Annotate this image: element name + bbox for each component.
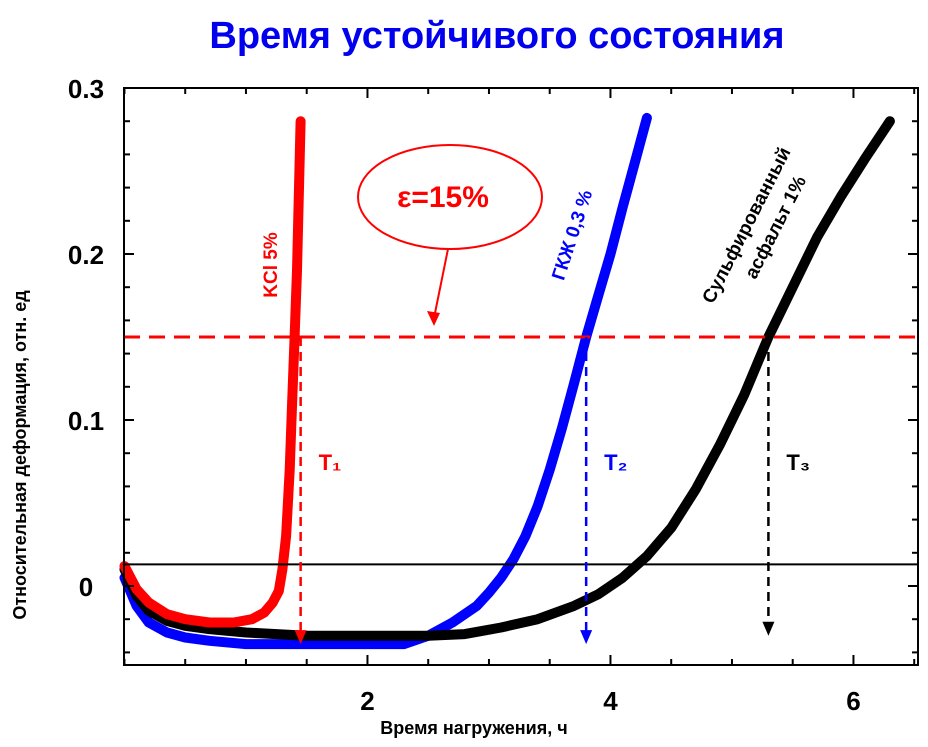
series-gkzh-line [119,112,652,650]
y-tick-label: 0.2 [68,240,104,270]
marker-arrowhead [294,630,307,645]
marker-label: T₁ [319,450,342,475]
chart-title: Время устойчивого состояния [209,15,784,57]
reference-lines [124,335,918,566]
curves [119,112,895,650]
y-axis-label: Относительная деформация, отн. ед [10,290,30,620]
time-markers: T₁ T₂ T₃ [294,337,810,645]
marker-arrowhead [580,630,593,645]
annotation-arrow [433,248,449,319]
series-kcl-line [119,116,306,628]
series-asphalt-line [119,116,895,641]
annotation-text: ε=15% [397,181,489,214]
plot-frame [123,87,919,666]
series-label-gkzh: ГКЖ 0,3 % [548,188,597,283]
y-tick-label: 0.1 [68,406,104,436]
annotation-ellipse [357,144,543,250]
x-axis-label: Время нагружения, ч [380,718,567,738]
y-tick-label: 0.3 [68,74,104,104]
axis-ticks: 2 4 6 0 0.1 0.2 0.3 [68,74,918,716]
strain-annotation: ε=15% [357,144,543,326]
marker-arrowhead [762,621,775,636]
x-tick-label: 2 [360,686,374,716]
y-tick-label: 0 [79,572,93,602]
marker-label: T₂ [604,450,627,475]
series-label-kcl: KCl 5% [261,232,282,298]
marker-label: T₃ [786,450,810,475]
x-tick-label: 6 [846,686,860,716]
annotation-arrowhead [427,311,440,326]
x-tick-label: 4 [603,686,618,716]
